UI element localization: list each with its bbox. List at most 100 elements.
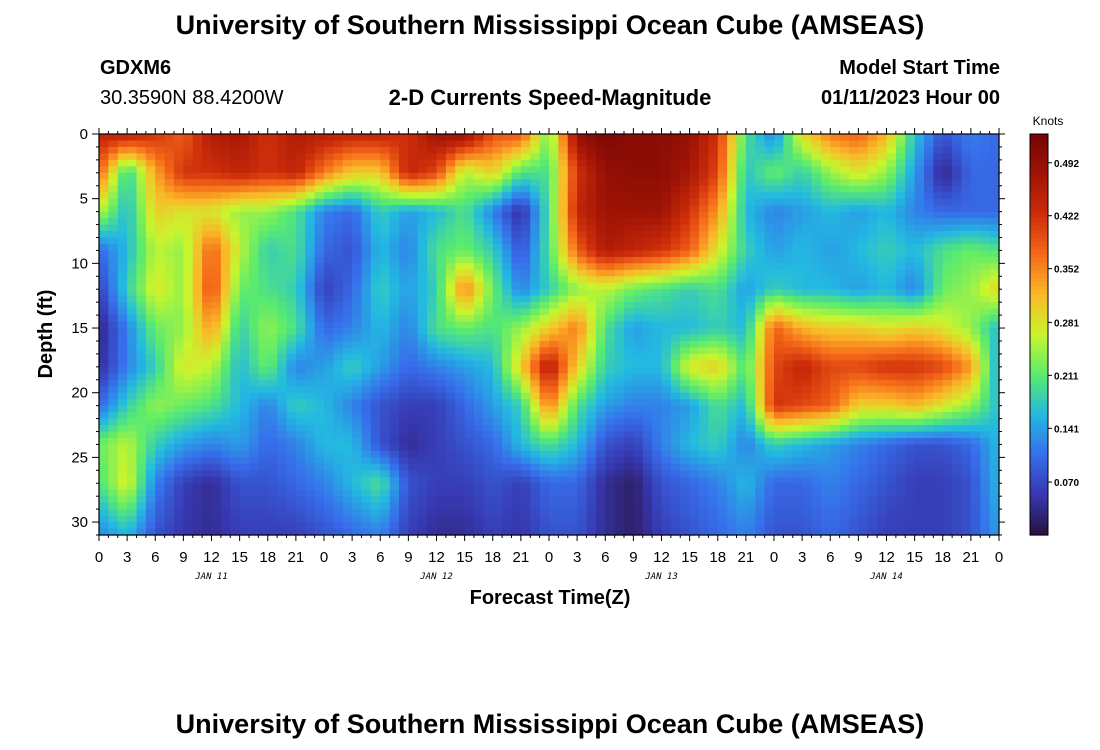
heatmap-cell [502,218,513,226]
heatmap-cell [295,224,306,232]
heatmap-cell [652,134,663,142]
heatmap-cell [595,431,606,439]
heatmap-cell [249,308,259,316]
heatmap-cell [689,509,700,517]
heatmap-cell [745,179,756,187]
heatmap-cell [558,231,569,239]
heatmap-cell [436,140,447,148]
heatmap-cell [408,295,419,303]
heatmap-cell [755,282,766,290]
heatmap-cell [305,263,316,271]
heatmap-cell [389,450,400,458]
heatmap-cell [708,185,719,193]
heatmap-cell [277,522,288,530]
heatmap-cell [736,334,747,342]
heatmap-cell [530,134,541,142]
heatmap-cell [220,522,231,530]
heatmap-cell [342,146,353,155]
heatmap-cell [736,360,747,368]
heatmap-cell [305,373,316,381]
heatmap-cell [305,379,316,387]
heatmap-cell [567,218,578,226]
heatmap-cell [427,282,438,290]
heatmap-cell [333,386,344,394]
heatmap-cell [764,185,775,193]
heatmap-cell [127,321,138,329]
heatmap-cell [614,321,625,329]
heatmap-cell [267,515,278,523]
heatmap-cell [595,276,606,284]
heatmap-cell [699,185,709,193]
heatmap-cell [230,373,241,381]
station-id: GDXM6 [100,57,172,79]
heatmap-cell [436,134,447,142]
heatmap-cell [802,224,813,232]
heatmap-cell [830,509,841,517]
heatmap-cell [211,140,222,148]
heatmap-cell [774,308,784,316]
heatmap-cell [595,366,606,374]
heatmap-cell [239,502,250,510]
heatmap-cell [286,412,297,420]
heatmap-cell [99,315,109,323]
heatmap-cell [324,457,334,465]
heatmap-cell [333,237,344,245]
heatmap-cell [586,224,597,232]
heatmap-cell [192,496,203,504]
heatmap-cell [624,315,634,323]
heatmap-cell [455,347,466,355]
heatmap-cell [586,334,597,342]
heatmap-cell [183,237,194,245]
heatmap-cell [802,483,813,491]
heatmap-cell [680,334,691,342]
heatmap-cell [333,347,344,355]
heatmap-cell [652,457,663,465]
heatmap-cell [830,231,841,239]
heatmap-cell [492,166,503,174]
heatmap-cell [511,496,522,504]
heatmap-cell [258,140,269,148]
heatmap-cell [202,159,213,167]
heatmap-cell [549,470,559,478]
heatmap-cell [164,231,175,239]
heatmap-cell [502,379,513,387]
heatmap-cell [99,463,109,471]
heatmap-cell [183,502,194,510]
heatmap-cell [849,159,859,167]
heatmap-cell [164,399,175,407]
heatmap-cell [464,437,475,446]
heatmap-cell [361,179,372,187]
heatmap-cell [699,470,709,478]
heatmap-cell [764,231,775,239]
heatmap-cell [736,211,747,219]
heatmap-cell [595,418,606,426]
heatmap-cell [295,179,306,187]
heatmap-cell [699,457,709,465]
heatmap-cell [830,450,841,458]
heatmap-cell [342,399,353,407]
heatmap-cell [745,295,756,303]
heatmap-cell [267,185,278,193]
heatmap-cell [755,250,766,258]
heatmap-cell [455,211,466,219]
heatmap-cell [127,476,138,484]
heatmap-cell [455,373,466,381]
heatmap-cell [145,302,156,310]
heatmap-cell [595,250,606,258]
heatmap-cell [736,263,747,271]
heatmap-cell [99,373,109,381]
heatmap-cell [783,509,794,517]
heatmap-cell [427,399,438,407]
heatmap-cell [117,450,128,458]
heatmap-cell [567,308,578,316]
heatmap-cell [324,269,334,277]
heatmap-cell [399,340,409,349]
heatmap-cell [295,211,306,219]
heatmap-cell [539,243,550,252]
heatmap-cell [492,444,503,452]
heatmap-cell [699,431,709,439]
heatmap-cell [530,198,541,206]
heatmap-cell [333,282,344,290]
heatmap-cell [586,379,597,387]
heatmap-cell [342,256,353,264]
